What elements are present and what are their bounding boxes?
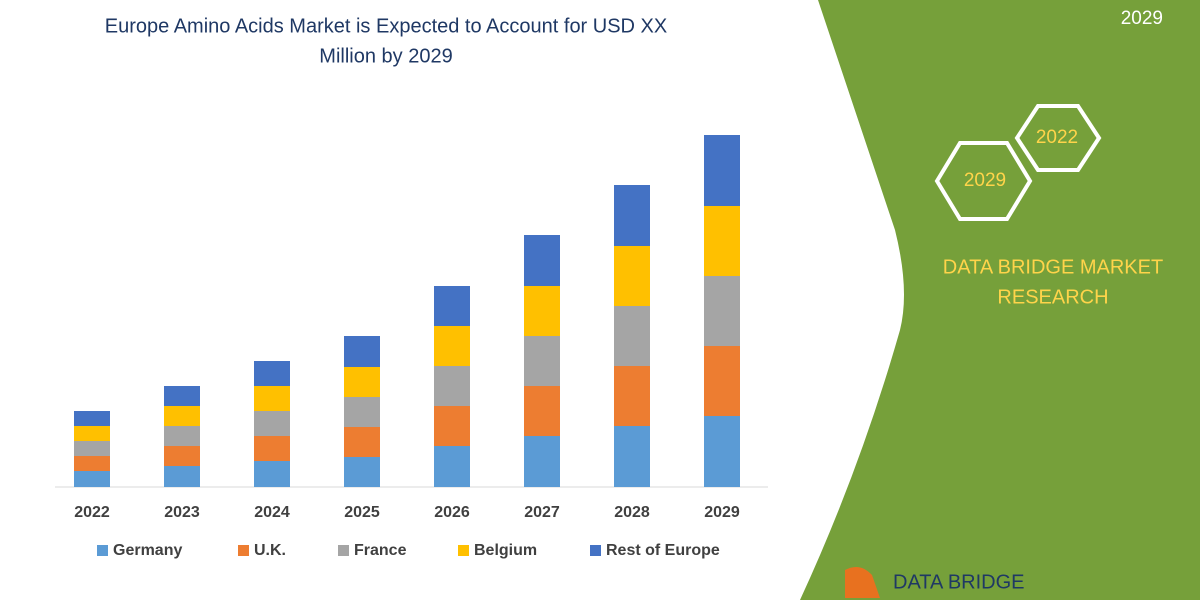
chart-title: Million by 2029 xyxy=(319,45,452,67)
legend-label: Germany xyxy=(113,542,182,559)
bar-segment xyxy=(254,361,290,386)
hexagon-label: 2029 xyxy=(964,170,1006,191)
logo-icon xyxy=(845,566,880,598)
legend-swatch xyxy=(458,545,469,556)
bar-segment xyxy=(74,411,110,426)
legend-swatch xyxy=(238,545,249,556)
bar-segment xyxy=(254,461,290,487)
bar-segment xyxy=(434,406,470,446)
bar-segment xyxy=(74,456,110,471)
bar-segment xyxy=(254,386,290,411)
x-tick-label: 2023 xyxy=(164,504,200,521)
bar-segment xyxy=(434,446,470,487)
bar-segment xyxy=(524,286,560,336)
hexagon-label: 2022 xyxy=(1036,127,1078,148)
x-tick-label: 2024 xyxy=(254,504,290,521)
legend-label: France xyxy=(354,542,407,559)
legend-swatch xyxy=(590,545,601,556)
bar-segment xyxy=(524,336,560,386)
bar-segment xyxy=(254,436,290,461)
bar-segment xyxy=(74,471,110,487)
bar-segment xyxy=(164,406,200,426)
x-tick-label: 2022 xyxy=(74,504,110,521)
bar-segment xyxy=(254,411,290,436)
bar-segment xyxy=(434,366,470,406)
logo-text: DATA BRIDGE xyxy=(893,571,1025,593)
brand-text: DATA BRIDGE MARKET xyxy=(943,256,1163,278)
x-tick-label: 2025 xyxy=(344,504,380,521)
x-tick-label: 2027 xyxy=(524,504,560,521)
x-tick-label: 2028 xyxy=(614,504,650,521)
x-tick-label: 2026 xyxy=(434,504,470,521)
bar-segment xyxy=(344,397,380,427)
bar-segment xyxy=(704,416,740,487)
bar-segment xyxy=(164,386,200,406)
bar-segment xyxy=(614,426,650,487)
bar-segment xyxy=(344,367,380,397)
bar-segment xyxy=(524,235,560,286)
bar-segment xyxy=(704,276,740,346)
bar-segment xyxy=(164,426,200,446)
bar-segment xyxy=(614,246,650,306)
legend-label: Rest of Europe xyxy=(606,542,720,559)
bar-segment xyxy=(344,457,380,487)
bar-segment xyxy=(434,286,470,326)
legend-swatch xyxy=(97,545,108,556)
corner-text: 2029 xyxy=(1121,8,1163,29)
chart-title: Europe Amino Acids Market is Expected to… xyxy=(105,15,668,37)
green-panel xyxy=(800,0,1200,600)
hexagon xyxy=(934,141,1033,221)
hexagon xyxy=(1014,104,1102,172)
legend-label: Belgium xyxy=(474,542,537,559)
bar-segment xyxy=(524,436,560,487)
bar-segment xyxy=(704,206,740,276)
bar-segment xyxy=(614,366,650,426)
legend-label: U.K. xyxy=(254,542,286,559)
bar-segment xyxy=(74,426,110,441)
bar-segment xyxy=(704,346,740,416)
bar-segment xyxy=(344,336,380,367)
bar-segment xyxy=(434,326,470,366)
legend-swatch xyxy=(338,545,349,556)
bar-segment xyxy=(164,466,200,487)
bar-segment xyxy=(164,446,200,466)
bar-segment xyxy=(614,185,650,246)
bar-segment xyxy=(614,306,650,366)
brand-text: RESEARCH xyxy=(997,286,1108,308)
bar-segment xyxy=(344,427,380,457)
bar-segment xyxy=(704,135,740,206)
bar-segment xyxy=(524,386,560,436)
x-tick-label: 2029 xyxy=(704,504,740,521)
bar-segment xyxy=(74,441,110,456)
